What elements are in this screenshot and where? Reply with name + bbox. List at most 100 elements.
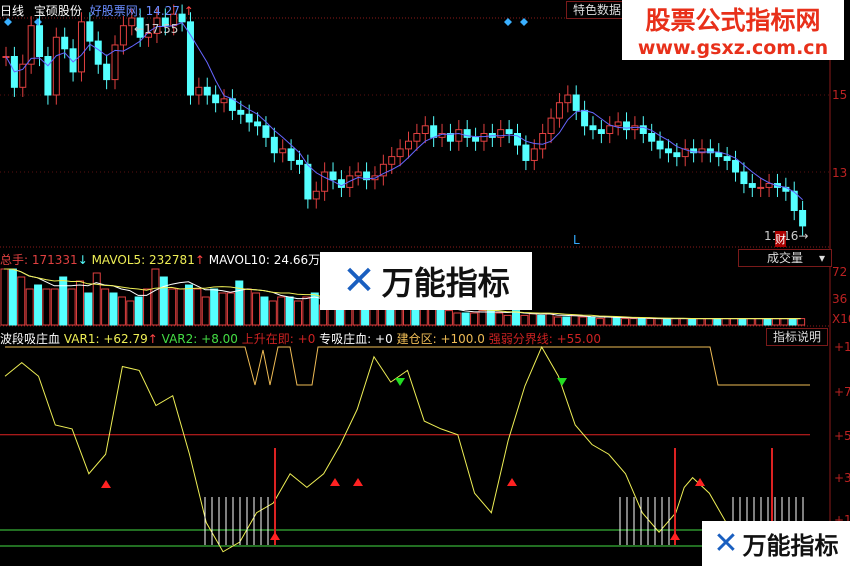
volume-bar [109,292,118,326]
volume-bar [629,318,638,326]
candle-up [614,121,622,127]
indicator-help-button[interactable]: 指标说明 [766,328,829,346]
volume-bar [662,318,671,326]
up-triangle-icon [353,478,363,486]
volume-bar [8,268,17,326]
candle-down [656,140,664,150]
volume-bar [621,318,630,326]
volume-bar [143,288,152,326]
candle-down [270,136,278,154]
volume-bar [134,296,143,326]
volume-bar [444,310,453,326]
volume-bar [411,308,420,326]
volume-bar [277,296,286,326]
candle-down [86,21,94,42]
volume-bar [310,292,319,326]
mid-watermark-logo: ✕ 万能指标 [320,252,532,310]
candle-down [463,129,471,138]
finance-badge[interactable]: 财 [775,231,786,247]
indicator-selector[interactable]: 成交量 ▾ [738,249,832,267]
stock-name: 宝硕股份 [33,4,82,18]
candle-up [312,190,320,200]
diamond-marker-icon [520,18,528,26]
candle-down [706,148,714,154]
candle-up [497,129,505,138]
candle-down [446,133,454,142]
candle-down [329,171,337,181]
candle-down [363,171,371,181]
candle-up [77,21,85,73]
volume-bar [235,280,244,326]
volume-bar [520,314,529,326]
volume-bar [503,314,512,326]
volume-bar [252,292,261,326]
volume-bar [746,318,755,326]
volume-bar [92,272,101,326]
period-label: 日线 [0,4,25,18]
candle-up [153,17,161,34]
candle-up [19,63,27,88]
volume-bar [637,318,646,326]
dropdown-arrow-icon: ▾ [818,251,825,265]
volume-bar [42,288,51,326]
volume-header: 总手: 171331↓ MAVOL5: 232781↑ MAVOL10: 24.… [0,253,330,267]
candle-up [119,25,127,46]
candle-down [245,113,253,123]
volume-bar [654,318,663,326]
candle-down [790,190,798,211]
candle-down [514,133,522,146]
volume-bar [210,288,219,326]
special-data-button[interactable]: 特色数据 [566,1,629,19]
candle-down [505,129,513,134]
candle-down [715,152,723,158]
volume-bar [562,316,571,326]
vol-axis-36: 36 [832,292,848,306]
price-ma-line [5,22,803,201]
volume-bar [537,314,546,326]
candle-up [413,133,421,142]
price-value: 14.27 [145,4,180,18]
candle-down [748,183,756,188]
diamond-marker-icon [504,18,512,26]
volume-bar [285,296,294,326]
volume-bar [428,308,437,326]
candle-down [103,63,111,81]
up-triangle-icon [330,478,340,486]
candle-up [27,25,35,65]
volume-bar [721,318,730,326]
ind-axis-36: +36 [834,471,850,485]
candle-up [539,133,547,150]
down-triangle-icon [557,378,567,386]
candle-down [69,48,77,73]
candle-down [639,125,647,135]
down-triangle-icon [395,378,405,386]
candle-up [405,140,412,150]
volume-bar [696,318,705,326]
ind-axis-100: +10 [834,340,850,354]
candle-up [757,186,765,189]
up-triangle-icon [670,532,680,540]
up-arrow-icon: ↑ [183,4,194,18]
volume-bar [679,318,688,326]
volume-bar [436,308,445,326]
candle-down [673,152,681,158]
candle-down [161,17,169,27]
candle-down [664,148,672,154]
up-triangle-icon [695,478,705,486]
candle-down [430,125,438,138]
volume-bar [788,318,797,326]
diamond-marker-icon [34,18,42,26]
candle-down [254,121,262,127]
candle-down [732,159,740,173]
low-marker: L [573,233,580,247]
vol-axis-x10: X10 [832,312,850,326]
candle-down [740,171,748,185]
volume-bar [126,300,135,326]
volume-bar [75,280,84,326]
volume-bar [545,313,554,326]
candle-down [237,109,245,115]
var1-line [4,345,760,553]
volume-bar [730,318,739,326]
candle-up [530,148,538,161]
volume-bar [495,312,504,326]
